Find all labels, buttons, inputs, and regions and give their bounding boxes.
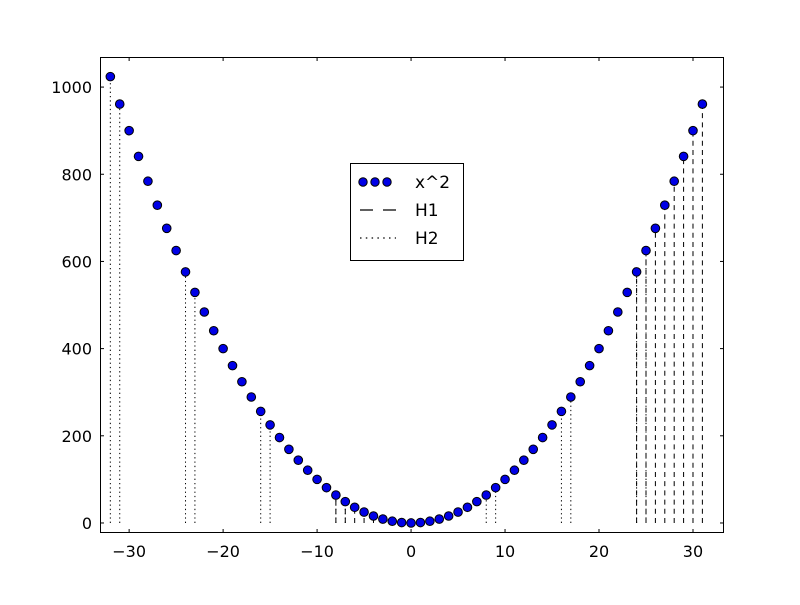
scatter-point [443, 511, 454, 521]
scatter-point [490, 482, 501, 493]
scatter-point [622, 287, 633, 298]
scatter-point [208, 325, 219, 336]
legend: x^2 H1 H2 [350, 163, 464, 261]
legend-entry-h2: H2 [360, 229, 439, 249]
legend-label: H1 [415, 201, 439, 221]
scatter-point [528, 444, 539, 455]
scatter-point [246, 392, 257, 402]
scatter-point [650, 223, 661, 234]
scatter-point [396, 517, 407, 528]
y-axis-tick-label: 600 [61, 252, 92, 271]
y-axis-tick-label: 200 [61, 427, 92, 446]
plot-border [100, 57, 724, 533]
scatter-point [274, 432, 285, 443]
x-axis-tick-label: −30 [112, 542, 146, 561]
x-axis-tick-label: −20 [206, 542, 240, 561]
scatter-point [227, 360, 238, 371]
legend-entry-h1: H1 [360, 201, 439, 221]
y-axis-tick-label: 800 [61, 165, 92, 184]
scatter-point [340, 496, 351, 507]
scatter-point [500, 474, 510, 485]
scatter-point [641, 245, 651, 256]
scatter-point [190, 287, 200, 298]
scatter-point [584, 360, 595, 371]
scatter-point [462, 502, 473, 513]
scatter-point [547, 420, 557, 430]
y-axis: 0 200 400 600 800 1000 [51, 78, 724, 533]
scatter-point [678, 151, 689, 162]
scatter-point [237, 376, 247, 387]
scatter-point [105, 71, 116, 82]
scatter-point [152, 200, 163, 211]
scatter-point [537, 432, 548, 443]
scatter-point [265, 420, 275, 430]
legend-label: H2 [415, 229, 439, 249]
scatter-point [171, 245, 181, 256]
scatter-point [594, 343, 604, 354]
scatter-point [453, 507, 463, 517]
scatter-point [566, 392, 576, 402]
legend-marker-sample [370, 177, 380, 187]
scatter-point [659, 200, 670, 211]
scatter-point [199, 307, 210, 317]
x-axis-tick-label: 0 [406, 542, 416, 561]
scatter-point [161, 223, 172, 234]
x-axis-tick-label: 20 [589, 542, 609, 561]
scatter-point [284, 444, 294, 455]
scatter-point [331, 490, 341, 500]
y-axis-tick-label: 1000 [51, 78, 92, 97]
scatter-point [378, 514, 388, 524]
scatter-point [349, 502, 360, 513]
scatter-point [321, 482, 332, 493]
scatter-point [425, 516, 435, 527]
scatter-point [293, 455, 304, 466]
scatter-point [603, 325, 614, 336]
scatter-point [302, 465, 313, 476]
scatter-point [359, 507, 369, 517]
legend-entry-x2: x^2 [358, 173, 450, 193]
scatter-point [519, 455, 529, 466]
legend-box [350, 163, 464, 261]
scatter-point [613, 307, 623, 317]
x-axis-tick-label: −10 [300, 542, 334, 561]
y-axis-tick-label: 400 [61, 340, 92, 359]
scatter-point [255, 406, 266, 417]
x-axis-tick-label: 10 [495, 542, 515, 561]
scatter-point [218, 343, 228, 354]
h2-vlines-series [109, 76, 647, 523]
scatter-point [368, 511, 379, 521]
legend-marker-sample [382, 177, 392, 187]
scatter-point [556, 406, 567, 417]
scatter-point [669, 176, 679, 187]
scatter-point [472, 496, 482, 507]
scatter-point [697, 99, 708, 109]
scatter-point [312, 474, 322, 485]
scatter-point [434, 514, 445, 524]
scatter-point [133, 151, 144, 162]
scatter-series-x2 [105, 71, 708, 528]
scatter-point [124, 125, 134, 136]
y-axis-tick-label: 0 [82, 514, 92, 533]
x-axis: −30 −20 −10 0 10 20 30 [112, 57, 703, 561]
scatter-point [415, 517, 426, 528]
scatter-point [481, 490, 492, 500]
scatter-point [509, 465, 520, 476]
scatter-point [406, 518, 416, 528]
scatter-point [180, 267, 191, 277]
legend-marker-sample [358, 177, 368, 187]
scatter-point [575, 376, 586, 387]
x-axis-tick-label: 30 [683, 542, 703, 561]
scatter-point [114, 99, 125, 109]
scatter-point [688, 125, 698, 136]
scatter-point [631, 267, 642, 277]
scatter-point [143, 176, 153, 187]
scatter-point [387, 516, 398, 527]
legend-label: x^2 [415, 173, 450, 193]
